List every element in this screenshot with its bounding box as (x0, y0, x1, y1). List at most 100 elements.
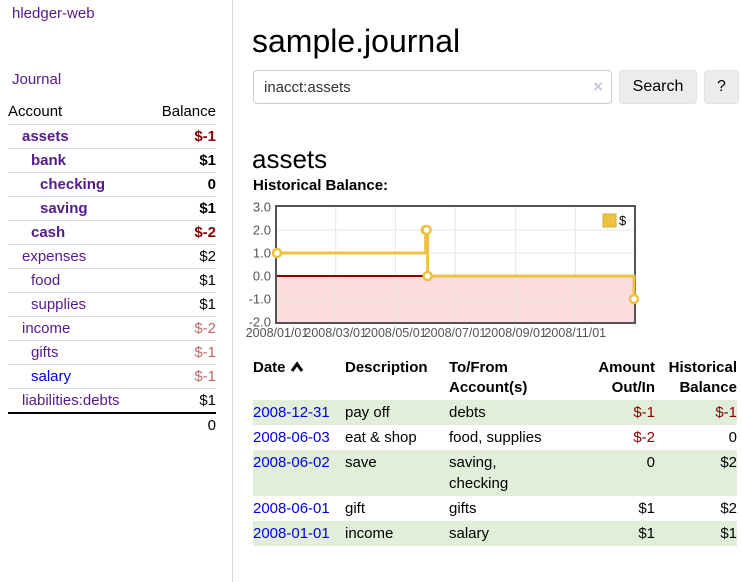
x-tick-label: 2008/03/01 (304, 326, 367, 340)
register-table: Date Description To/From Account(s) Amou… (253, 356, 737, 546)
register-header-amount: Amount Out/In (598, 359, 655, 396)
date-cell: 2008-01-01 (253, 521, 345, 546)
data-point-marker (271, 247, 283, 259)
amount-cell: $1 (638, 525, 655, 542)
balance-cell: $2 (720, 454, 737, 471)
register-row: 2008-01-01 income salary $1 $1 (253, 521, 737, 546)
description-cell: pay off (345, 404, 390, 421)
account-heading: assets (252, 143, 328, 174)
app-title-link[interactable]: hledger-web (12, 5, 95, 22)
register-header-balance: Historical Balance (668, 359, 737, 396)
account-balance: $1 (147, 148, 216, 173)
account-link[interactable]: checking (40, 176, 106, 193)
register-row: 2008-06-02 save saving, checking 0 $2 (253, 450, 737, 496)
balance-cell: 0 (728, 429, 737, 446)
search-button[interactable]: Search (619, 70, 697, 104)
account-cell: food (8, 268, 148, 293)
sort-ascending-icon (290, 361, 303, 372)
account-cell: checking (8, 172, 148, 197)
transaction-date-link[interactable]: 2008-12-31 (253, 404, 330, 421)
amount-cell: $-2 (633, 429, 655, 446)
y-tick-label: 0.0 (253, 269, 271, 284)
transaction-date-link[interactable]: 2008-01-01 (253, 525, 330, 542)
account-row: supplies $1 (8, 292, 216, 317)
account-balance: $1 (147, 388, 216, 413)
x-tick-label: 2008/09/01 (484, 326, 547, 340)
x-tick-label: 2008/07/01 (424, 326, 487, 340)
accounts-header-account: Account (8, 103, 63, 120)
account-row: food $1 (8, 268, 216, 293)
accounts-cell: debts (449, 404, 486, 421)
search-form: × (253, 70, 612, 104)
date-cell: 2008-12-31 (253, 400, 345, 425)
account-cell: assets (8, 124, 148, 149)
data-point-marker (422, 270, 433, 282)
account-row: assets $-1 (8, 124, 216, 149)
date-cell: 2008-06-03 (253, 425, 345, 450)
register-header-description: Description (345, 359, 428, 376)
account-link[interactable]: food (31, 272, 61, 289)
account-cell: bank (8, 148, 148, 173)
account-balance: $-2 (147, 220, 216, 245)
y-tick-label: -1.0 (249, 292, 271, 307)
account-balance: $1 (147, 196, 216, 221)
account-row: cash $-2 (8, 220, 216, 245)
y-tick-label: 2.0 (253, 223, 271, 238)
amount-cell: $-1 (633, 404, 655, 421)
search-input[interactable] (253, 70, 612, 104)
account-link[interactable]: supplies (31, 296, 87, 313)
balance-cell: $-1 (715, 404, 737, 421)
help-button[interactable]: ? (704, 70, 739, 104)
x-tick-label: 2008/05/01 (364, 326, 427, 340)
account-link[interactable]: income (22, 320, 71, 337)
sidebar-item-journal[interactable]: Journal (12, 71, 62, 88)
accounts-header-row: Account Balance (8, 100, 216, 125)
account-row: expenses $2 (8, 244, 216, 269)
account-cell: liabilities:debts (8, 388, 148, 413)
account-link[interactable]: saving (40, 200, 88, 217)
account-row: bank $1 (8, 148, 216, 173)
transaction-date-link[interactable]: 2008-06-02 (253, 454, 330, 471)
description-cell: gift (345, 500, 366, 517)
account-link[interactable]: assets (22, 128, 69, 145)
balance-cell: $1 (720, 525, 737, 542)
account-row: liabilities:debts $1 (8, 388, 216, 413)
sidebar: hledger-web Journal Account Balance asse… (0, 0, 233, 582)
account-cell: income (8, 316, 148, 341)
account-cell: cash (8, 220, 148, 245)
register-header-date[interactable]: Date (253, 356, 345, 400)
legend-swatch (602, 213, 617, 228)
description-cell: save (345, 454, 377, 471)
account-cell: expenses (8, 244, 148, 269)
account-link[interactable]: salary (31, 368, 72, 385)
account-row: income $-2 (8, 316, 216, 341)
account-link[interactable]: expenses (22, 248, 87, 265)
date-cell: 2008-06-01 (253, 496, 345, 521)
account-link[interactable]: gifts (31, 344, 59, 361)
amount-cell: $1 (638, 500, 655, 517)
account-balance: $1 (147, 292, 216, 317)
account-cell: saving (8, 196, 148, 221)
y-tick-label: 1.0 (253, 246, 271, 261)
account-balance: $2 (147, 244, 216, 269)
description-cell: income (345, 525, 394, 542)
account-balance: 0 (147, 172, 216, 197)
account-link[interactable]: bank (31, 152, 67, 169)
total-spacer (8, 412, 148, 437)
transaction-date-link[interactable]: 2008-06-01 (253, 500, 330, 517)
register-header-row: Date Description To/From Account(s) Amou… (253, 356, 737, 400)
x-tick-label: 2008/11/01 (544, 326, 606, 340)
clear-search-icon[interactable]: × (593, 77, 603, 96)
register-header-accounts: To/From Account(s) (449, 359, 528, 396)
register-row: 2008-12-31 pay off debts $-1 $-1 (253, 400, 737, 425)
data-point-marker (421, 224, 432, 236)
account-link[interactable]: liabilities:debts (22, 392, 120, 409)
accounts-cell: saving, checking (449, 454, 509, 492)
account-cell: gifts (8, 340, 148, 365)
account-link[interactable]: cash (31, 224, 66, 241)
transaction-date-link[interactable]: 2008-06-03 (253, 429, 330, 446)
accounts-total-row: 0 (8, 412, 216, 437)
x-tick-label: 2008/01/01 (246, 326, 308, 340)
account-row: gifts $-1 (8, 340, 216, 365)
account-balance: $-1 (147, 364, 216, 389)
